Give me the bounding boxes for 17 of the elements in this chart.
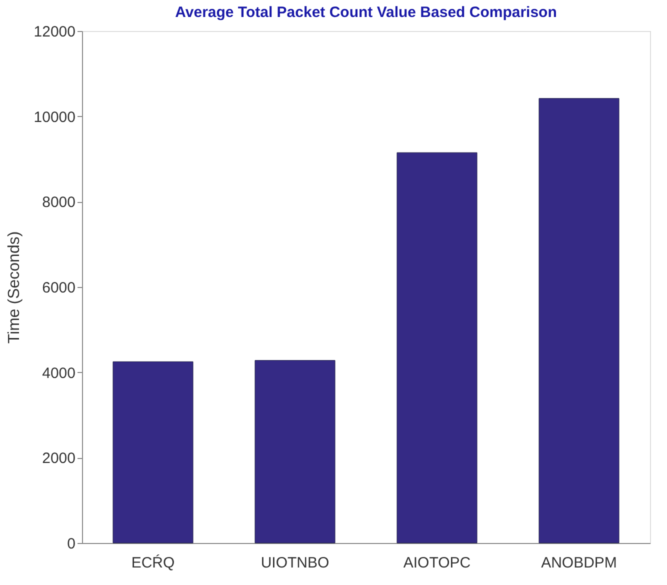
y-tick-label: 8000 [42, 194, 76, 212]
x-tick-label: UIOTNBO [260, 554, 330, 572]
y-tick-label: 0 [67, 536, 76, 552]
chart-title: Average Total Packet Count Value Based Comparison [175, 4, 557, 21]
y-tick-label: 12000 [34, 24, 76, 40]
x-tick-label: AIOTOPC [403, 554, 471, 572]
y-tick-label: 4000 [42, 364, 76, 382]
bar [538, 98, 620, 544]
bar [396, 152, 478, 544]
bar [254, 360, 336, 544]
y-tick-label: 2000 [42, 450, 76, 468]
x-tick-label: ANOBDPM [541, 554, 617, 572]
bar [112, 361, 194, 544]
x-tick-label: ECŔQ [131, 554, 175, 572]
y-axis-title: Time (Seconds) [6, 231, 23, 344]
y-tick-label: 6000 [42, 280, 76, 296]
y-tick-label: 10000 [34, 108, 76, 126]
